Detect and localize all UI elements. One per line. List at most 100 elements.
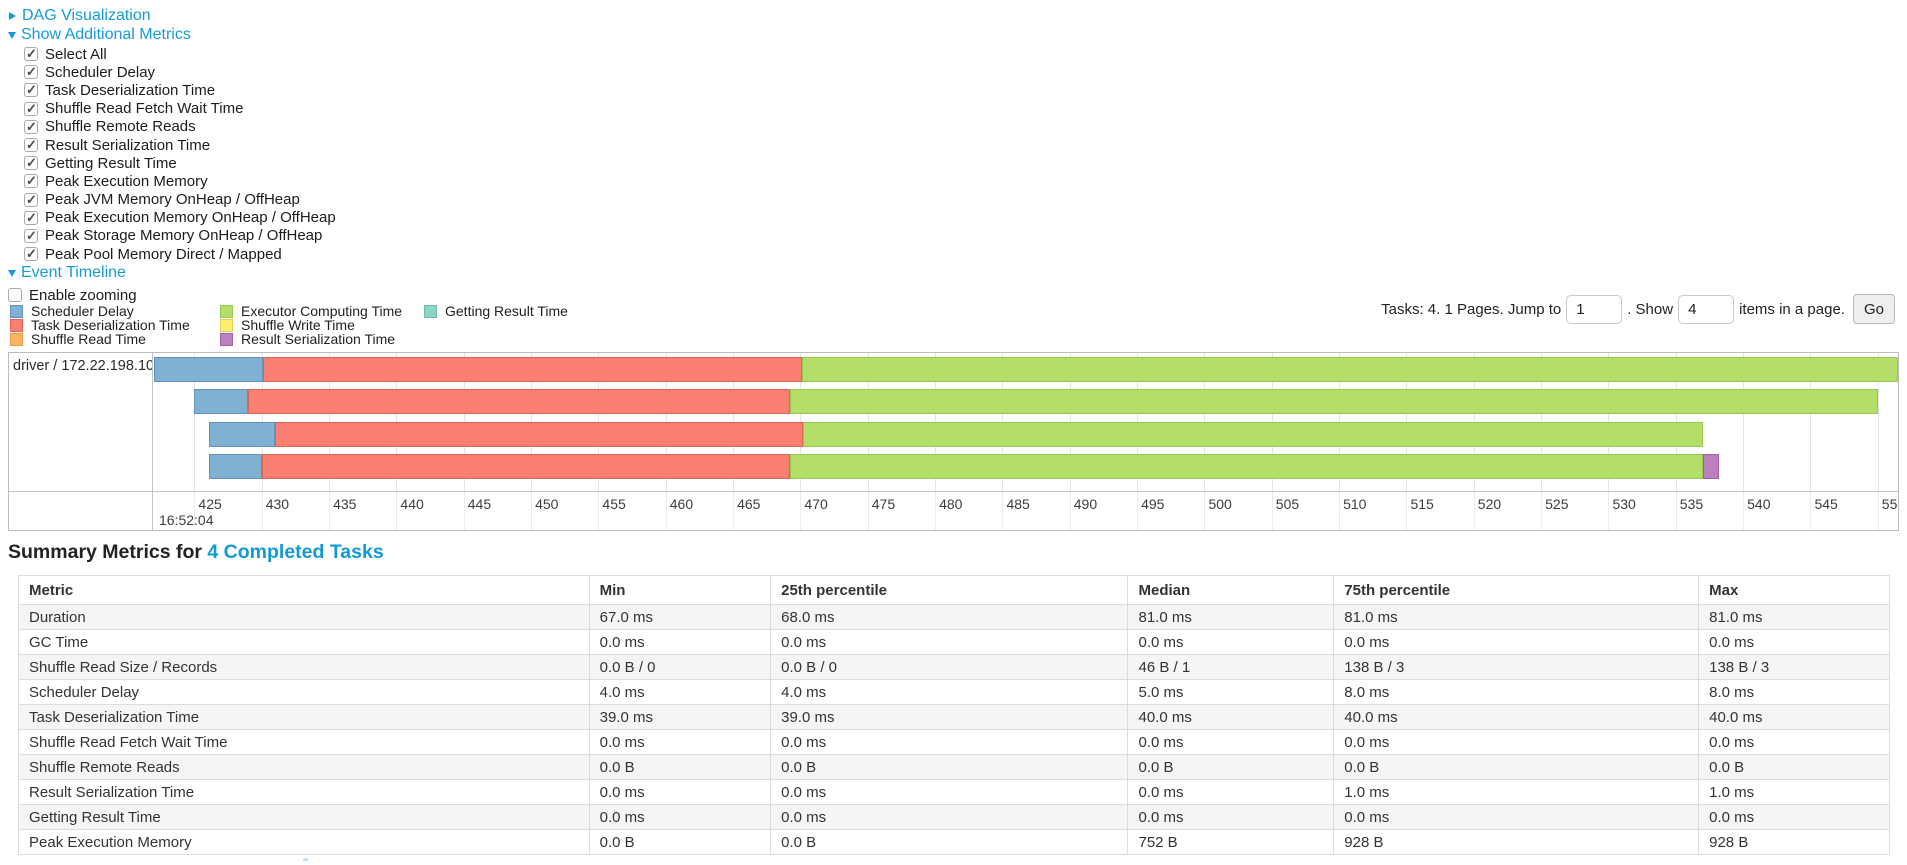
- summary-column-header: 25th percentile: [770, 575, 1129, 605]
- metric-checkbox[interactable]: [24, 101, 38, 117]
- summary-value-cell: 8.0 ms: [1698, 679, 1890, 705]
- summary-value-cell: 0.0 ms: [1698, 804, 1890, 830]
- summary-value-cell: 0.0 ms: [770, 729, 1129, 755]
- arrow-down-icon: [8, 31, 16, 39]
- metric-checkbox-item[interactable]: Task Deserialization Time: [24, 81, 336, 99]
- metric-checkbox[interactable]: [24, 82, 38, 98]
- axis-tick-label: 465: [737, 496, 761, 512]
- summary-metric-name-cell: Getting Result Time: [18, 804, 590, 830]
- task-deserialization-segment[interactable]: [263, 356, 802, 382]
- metric-checkbox-item[interactable]: Result Serialization Time: [24, 136, 336, 154]
- axis-tick-label: 485: [1006, 496, 1030, 512]
- metric-checkbox[interactable]: [24, 64, 38, 80]
- metric-checkbox[interactable]: [24, 192, 38, 208]
- task-deserialization-segment[interactable]: [275, 421, 804, 447]
- summary-value-cell: 40.0 ms: [1333, 704, 1700, 730]
- summary-value-cell: 4.0 ms: [770, 679, 1129, 705]
- summary-table-row: Duration 67.0 ms 68.0 ms 81.0 ms 81.0 ms 81.0…: [18, 604, 1890, 630]
- event-timeline-toggle[interactable]: Event Timeline: [8, 263, 336, 282]
- executor-computing-segment[interactable]: [789, 454, 1703, 479]
- summary-value-cell: 0.0 ms: [1698, 729, 1890, 755]
- metric-checkbox[interactable]: [24, 119, 38, 135]
- summary-value-cell: 40.0 ms: [1127, 704, 1335, 730]
- metric-checkbox-label: Scheduler Delay: [45, 63, 156, 81]
- metric-checkbox-label: Result Serialization Time: [45, 136, 211, 154]
- pagination-items-text: items in a page.: [1739, 300, 1845, 318]
- summary-value-cell: 752 B: [1127, 829, 1335, 855]
- summary-value-cell: 0.0 B / 0: [588, 654, 772, 680]
- axis-tick: [1541, 492, 1543, 530]
- legend-column: Scheduler Delay Task Deserialization Time…: [10, 304, 192, 347]
- axis-tick-label: 445: [467, 496, 492, 512]
- metric-checkbox[interactable]: [24, 210, 38, 226]
- metric-checkbox[interactable]: [24, 228, 38, 244]
- completed-tasks-link[interactable]: 4 Completed Tasks: [207, 541, 384, 563]
- task-timeline-bar[interactable]: [154, 454, 1898, 479]
- summary-value-cell: 4.0 ms: [588, 679, 772, 705]
- task-timeline-bar[interactable]: [154, 356, 1898, 382]
- enable-zooming-checkbox-item[interactable]: Enable zooming: [8, 286, 336, 304]
- metric-checkbox[interactable]: [24, 46, 38, 62]
- metric-checkbox-item[interactable]: Shuffle Read Fetch Wait Time: [24, 100, 336, 118]
- metric-checkbox-item[interactable]: Shuffle Remote Reads: [24, 118, 336, 136]
- metric-checkbox-item[interactable]: Peak Execution Memory: [24, 172, 336, 190]
- result-serialization-segment[interactable]: [1702, 454, 1719, 479]
- metric-checkbox-item[interactable]: Select All: [24, 45, 336, 63]
- summary-table-row: Shuffle Read Size / Records 0.0 B / 0 0.0 …: [18, 654, 1890, 680]
- summary-metric-name-cell: Shuffle Read Fetch Wait Time: [18, 729, 590, 755]
- task-deserialization-segment[interactable]: [261, 454, 790, 479]
- scheduler-delay-swatch-icon: [10, 305, 23, 319]
- summary-metric-name-cell: Task Deserialization Time: [18, 704, 590, 730]
- metric-checkbox-item[interactable]: Peak Execution Memory OnHeap / OffHeap: [24, 209, 336, 227]
- summary-value-cell: 0.0 B: [1698, 754, 1890, 780]
- task-deserialization-segment[interactable]: [248, 389, 790, 414]
- metric-checkbox-label: Shuffle Remote Reads: [45, 118, 196, 136]
- metric-checkbox-item[interactable]: Getting Result Time: [24, 154, 336, 172]
- scheduler-delay-segment[interactable]: [154, 356, 264, 382]
- metric-checkbox[interactable]: [24, 173, 38, 189]
- scheduler-delay-segment[interactable]: [194, 389, 249, 414]
- shuffle-read-swatch-icon: [10, 332, 23, 346]
- axis-major-time-label: 16:52:04: [159, 512, 214, 528]
- axis-tick-label: 535: [1679, 496, 1704, 512]
- executor-computing-segment[interactable]: [789, 389, 1878, 414]
- executor-computing-segment[interactable]: [803, 421, 1703, 447]
- summary-value-cell: 928 B: [1333, 829, 1700, 855]
- metric-checkbox-item[interactable]: Peak Storage Memory OnHeap / OffHeap: [24, 227, 336, 245]
- metric-checkbox[interactable]: [24, 137, 38, 153]
- summary-value-cell: 0.0 ms: [588, 779, 772, 805]
- task-timeline-bar[interactable]: [154, 421, 1898, 447]
- scheduler-delay-segment[interactable]: [209, 454, 262, 479]
- enable-zooming-checkbox[interactable]: [8, 288, 22, 303]
- summary-value-cell: 0.0 ms: [770, 629, 1129, 655]
- jump-to-page-input[interactable]: [1566, 294, 1623, 324]
- axis-tick-label: 510: [1343, 496, 1367, 512]
- summary-value-cell: 68.0 ms: [770, 604, 1129, 630]
- executor-computing-segment[interactable]: [801, 356, 1898, 382]
- go-button[interactable]: Go: [1852, 294, 1895, 324]
- summary-table-row: Shuffle Remote Reads 0.0 B 0.0 B 0.0 B 0.0 B…: [18, 754, 1890, 780]
- summary-value-cell: 39.0 ms: [770, 704, 1129, 730]
- summary-value-cell: 81.0 ms: [1333, 604, 1700, 630]
- metric-checkbox[interactable]: [24, 155, 38, 171]
- metric-checkbox-item[interactable]: Peak Pool Memory Direct / Mapped: [24, 245, 336, 263]
- axis-tick-label: 480: [939, 496, 963, 512]
- summary-value-cell: 138 B / 3: [1333, 654, 1700, 680]
- enable-zooming-label: Enable zooming: [29, 286, 137, 304]
- show-additional-metrics-toggle[interactable]: Show Additional Metrics: [8, 25, 336, 44]
- summary-value-cell: 0.0 B: [1333, 754, 1700, 780]
- axis-tick: [665, 492, 667, 530]
- task-timeline-bar[interactable]: [154, 389, 1898, 414]
- axis-tick-label: 460: [669, 496, 694, 512]
- axis-tick-label: 440: [400, 496, 424, 512]
- metric-checkbox[interactable]: [24, 246, 38, 262]
- items-per-page-input[interactable]: [1678, 294, 1735, 324]
- scheduler-delay-segment[interactable]: [209, 421, 276, 447]
- summary-metric-name-cell: Shuffle Remote Reads: [18, 754, 590, 780]
- metric-checkbox-item[interactable]: Scheduler Delay: [24, 63, 336, 81]
- legend-label: Shuffle Read Time: [31, 330, 146, 347]
- metric-checkbox-item[interactable]: Peak JVM Memory OnHeap / OffHeap: [24, 191, 336, 209]
- metric-checkbox-label: Peak Pool Memory Direct / Mapped: [45, 245, 282, 263]
- dag-visualization-toggle[interactable]: DAG Visualization: [8, 6, 336, 25]
- axis-tick-label: 545: [1814, 496, 1838, 512]
